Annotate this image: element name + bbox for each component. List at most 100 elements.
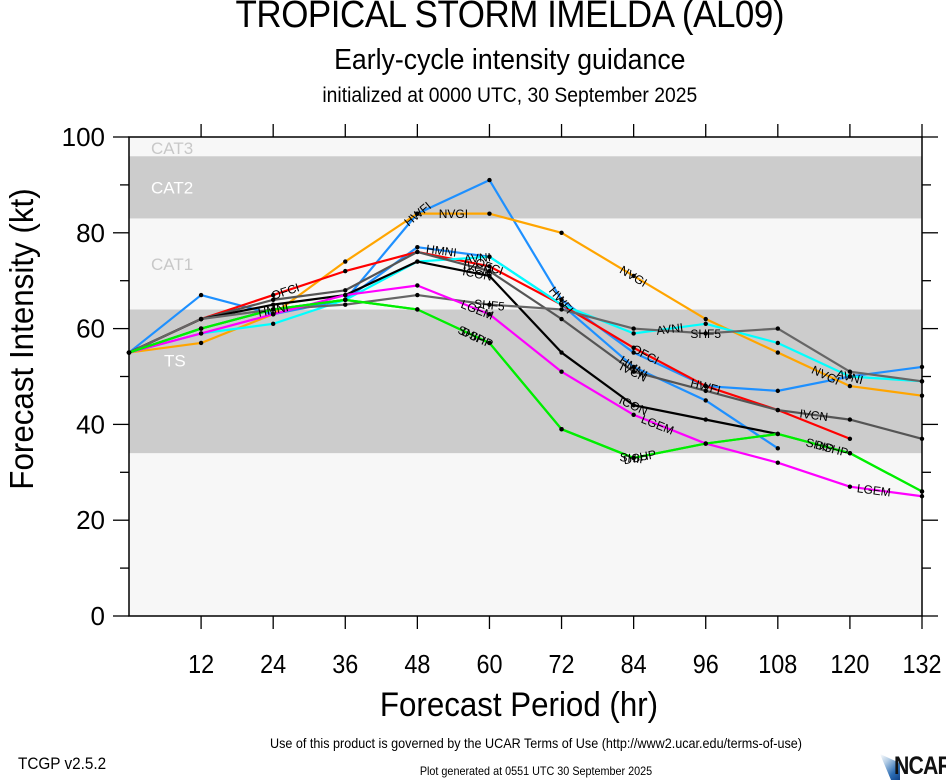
data-point-nvgi — [487, 211, 492, 216]
data-point-ofci — [631, 345, 636, 350]
data-point-avni — [847, 374, 853, 379]
x-tick-label: 60 — [476, 651, 502, 679]
data-point-ofci — [847, 436, 853, 441]
data-point-ivcn — [487, 268, 492, 274]
data-point-nvgi — [703, 316, 708, 322]
ncar-logo-text: NCAR — [894, 752, 946, 780]
data-point-hmni — [703, 398, 708, 403]
series-label-group-shf5: SHF5 — [473, 297, 505, 314]
x-tick-label: 36 — [332, 651, 358, 679]
data-point-avni — [631, 331, 636, 336]
data-point-lgem — [415, 283, 420, 288]
data-point-hwfi — [559, 297, 564, 303]
band-label-cat3: CAT3 — [151, 139, 193, 158]
data-point-shf5 — [198, 316, 204, 322]
band-label-cat2: CAT2 — [151, 178, 193, 197]
data-point-lgem — [631, 412, 636, 418]
y-tick-label: 100 — [62, 122, 105, 152]
data-point-avni — [270, 321, 276, 327]
data-point-nvgi — [198, 340, 204, 346]
data-point-icon — [487, 273, 492, 279]
data-point-lgem — [343, 292, 348, 298]
data-point-icon — [631, 403, 636, 408]
data-point-dshp — [847, 450, 853, 456]
y-tick-label: 0 — [91, 601, 105, 631]
data-point-nvgi — [415, 211, 420, 216]
series-label-group-lgem: LGEM — [856, 481, 892, 499]
series-line-lgem — [128, 284, 923, 498]
series-label-group-hmni: HMNI — [425, 242, 457, 260]
x-tick-label: 24 — [260, 651, 286, 679]
data-point-hwfi — [198, 292, 204, 298]
data-point-hwfi — [487, 177, 492, 183]
initialized-time: initialized at 0000 UTC, 30 September 20… — [322, 84, 698, 107]
series-label-hmni: HMNI — [425, 242, 457, 260]
series-line-icon — [128, 260, 779, 436]
y-axis-label: Forecast Intensity (kt) — [3, 188, 40, 490]
data-point-dshp — [415, 307, 420, 312]
series-label-ship: SHIP — [804, 435, 835, 456]
data-point-shf5 — [559, 307, 564, 312]
series-line-avni — [128, 255, 923, 383]
data-point-lgem — [270, 312, 276, 317]
x-tick-label: 96 — [693, 651, 719, 679]
series-label-group-ivcn: IVCN — [799, 406, 829, 424]
series-label-group-shf5: SHF5 — [690, 327, 721, 341]
band-ts — [129, 309, 922, 454]
data-point-lgem — [775, 460, 781, 465]
data-point-ivcn — [343, 288, 348, 293]
data-point-nvgi — [343, 259, 348, 264]
series-label-lgem: LGEM — [856, 481, 892, 499]
data-point-shf5 — [631, 326, 636, 331]
band-label-cat1: CAT1 — [151, 255, 193, 274]
data-point-dshp — [631, 455, 636, 461]
data-point-icon — [270, 302, 276, 307]
band-label-ts: TS — [164, 352, 186, 371]
data-point-ivcn — [703, 388, 708, 394]
data-point-lgem — [559, 369, 564, 374]
series-label-shf5: SHF5 — [473, 297, 505, 314]
data-point-icon — [415, 259, 420, 264]
data-point-shf5 — [415, 292, 420, 298]
series-line-dshp — [128, 298, 923, 493]
data-point-shf5 — [343, 302, 348, 307]
data-point-hwfi — [631, 350, 636, 355]
data-point-ofci — [487, 264, 492, 269]
x-tick-label: 72 — [549, 651, 575, 679]
x-tick-label: 12 — [188, 651, 214, 679]
data-point-ivcn — [415, 249, 420, 255]
data-point-shf5 — [775, 326, 781, 331]
series-line-ivcn — [128, 250, 923, 440]
series-label-ivcn: IVCN — [799, 406, 829, 424]
series-lines: HWFIHWFIHWFINVGINVGINVGIHMNIHMNIHMNIOFCI… — [126, 177, 925, 500]
data-point-shf5 — [703, 331, 708, 336]
x-tick-label: 108 — [758, 651, 797, 679]
data-point-icon — [559, 350, 564, 355]
data-point-dshp — [270, 307, 276, 312]
data-point-hmni — [775, 446, 781, 451]
version-label: TCGP v2.5.2 — [18, 754, 107, 773]
data-point-shf5 — [847, 369, 853, 374]
data-point-dshp — [559, 426, 564, 432]
data-point-nvgi — [775, 350, 781, 355]
axes: 0 20 40 60 80 100 12 24 36 48 60 72 84 96 108 120 132 — [62, 122, 942, 679]
data-point-ofci — [270, 292, 276, 298]
data-point-nvgi — [631, 273, 636, 279]
data-point-dshp — [198, 326, 204, 331]
data-point-avni — [703, 321, 708, 327]
series-label-shf5: SHF5 — [690, 327, 721, 341]
y-tick-label: 60 — [76, 314, 105, 344]
ncar-logo: NCAR — [880, 752, 946, 780]
data-point-ivcn — [559, 316, 564, 322]
series-line-shf5 — [128, 293, 923, 383]
data-point-ivcn — [631, 369, 636, 374]
data-point-dshp — [775, 431, 781, 437]
series-label-nvgi: NVGI — [439, 207, 468, 221]
series-label-icon: ICON — [461, 264, 493, 284]
data-point-hmni — [631, 364, 636, 370]
series-line-nvgi — [128, 212, 923, 397]
series-label-group-icon: ICON — [461, 264, 493, 284]
data-point-icon — [703, 417, 708, 422]
data-point-ivcn — [847, 417, 853, 422]
